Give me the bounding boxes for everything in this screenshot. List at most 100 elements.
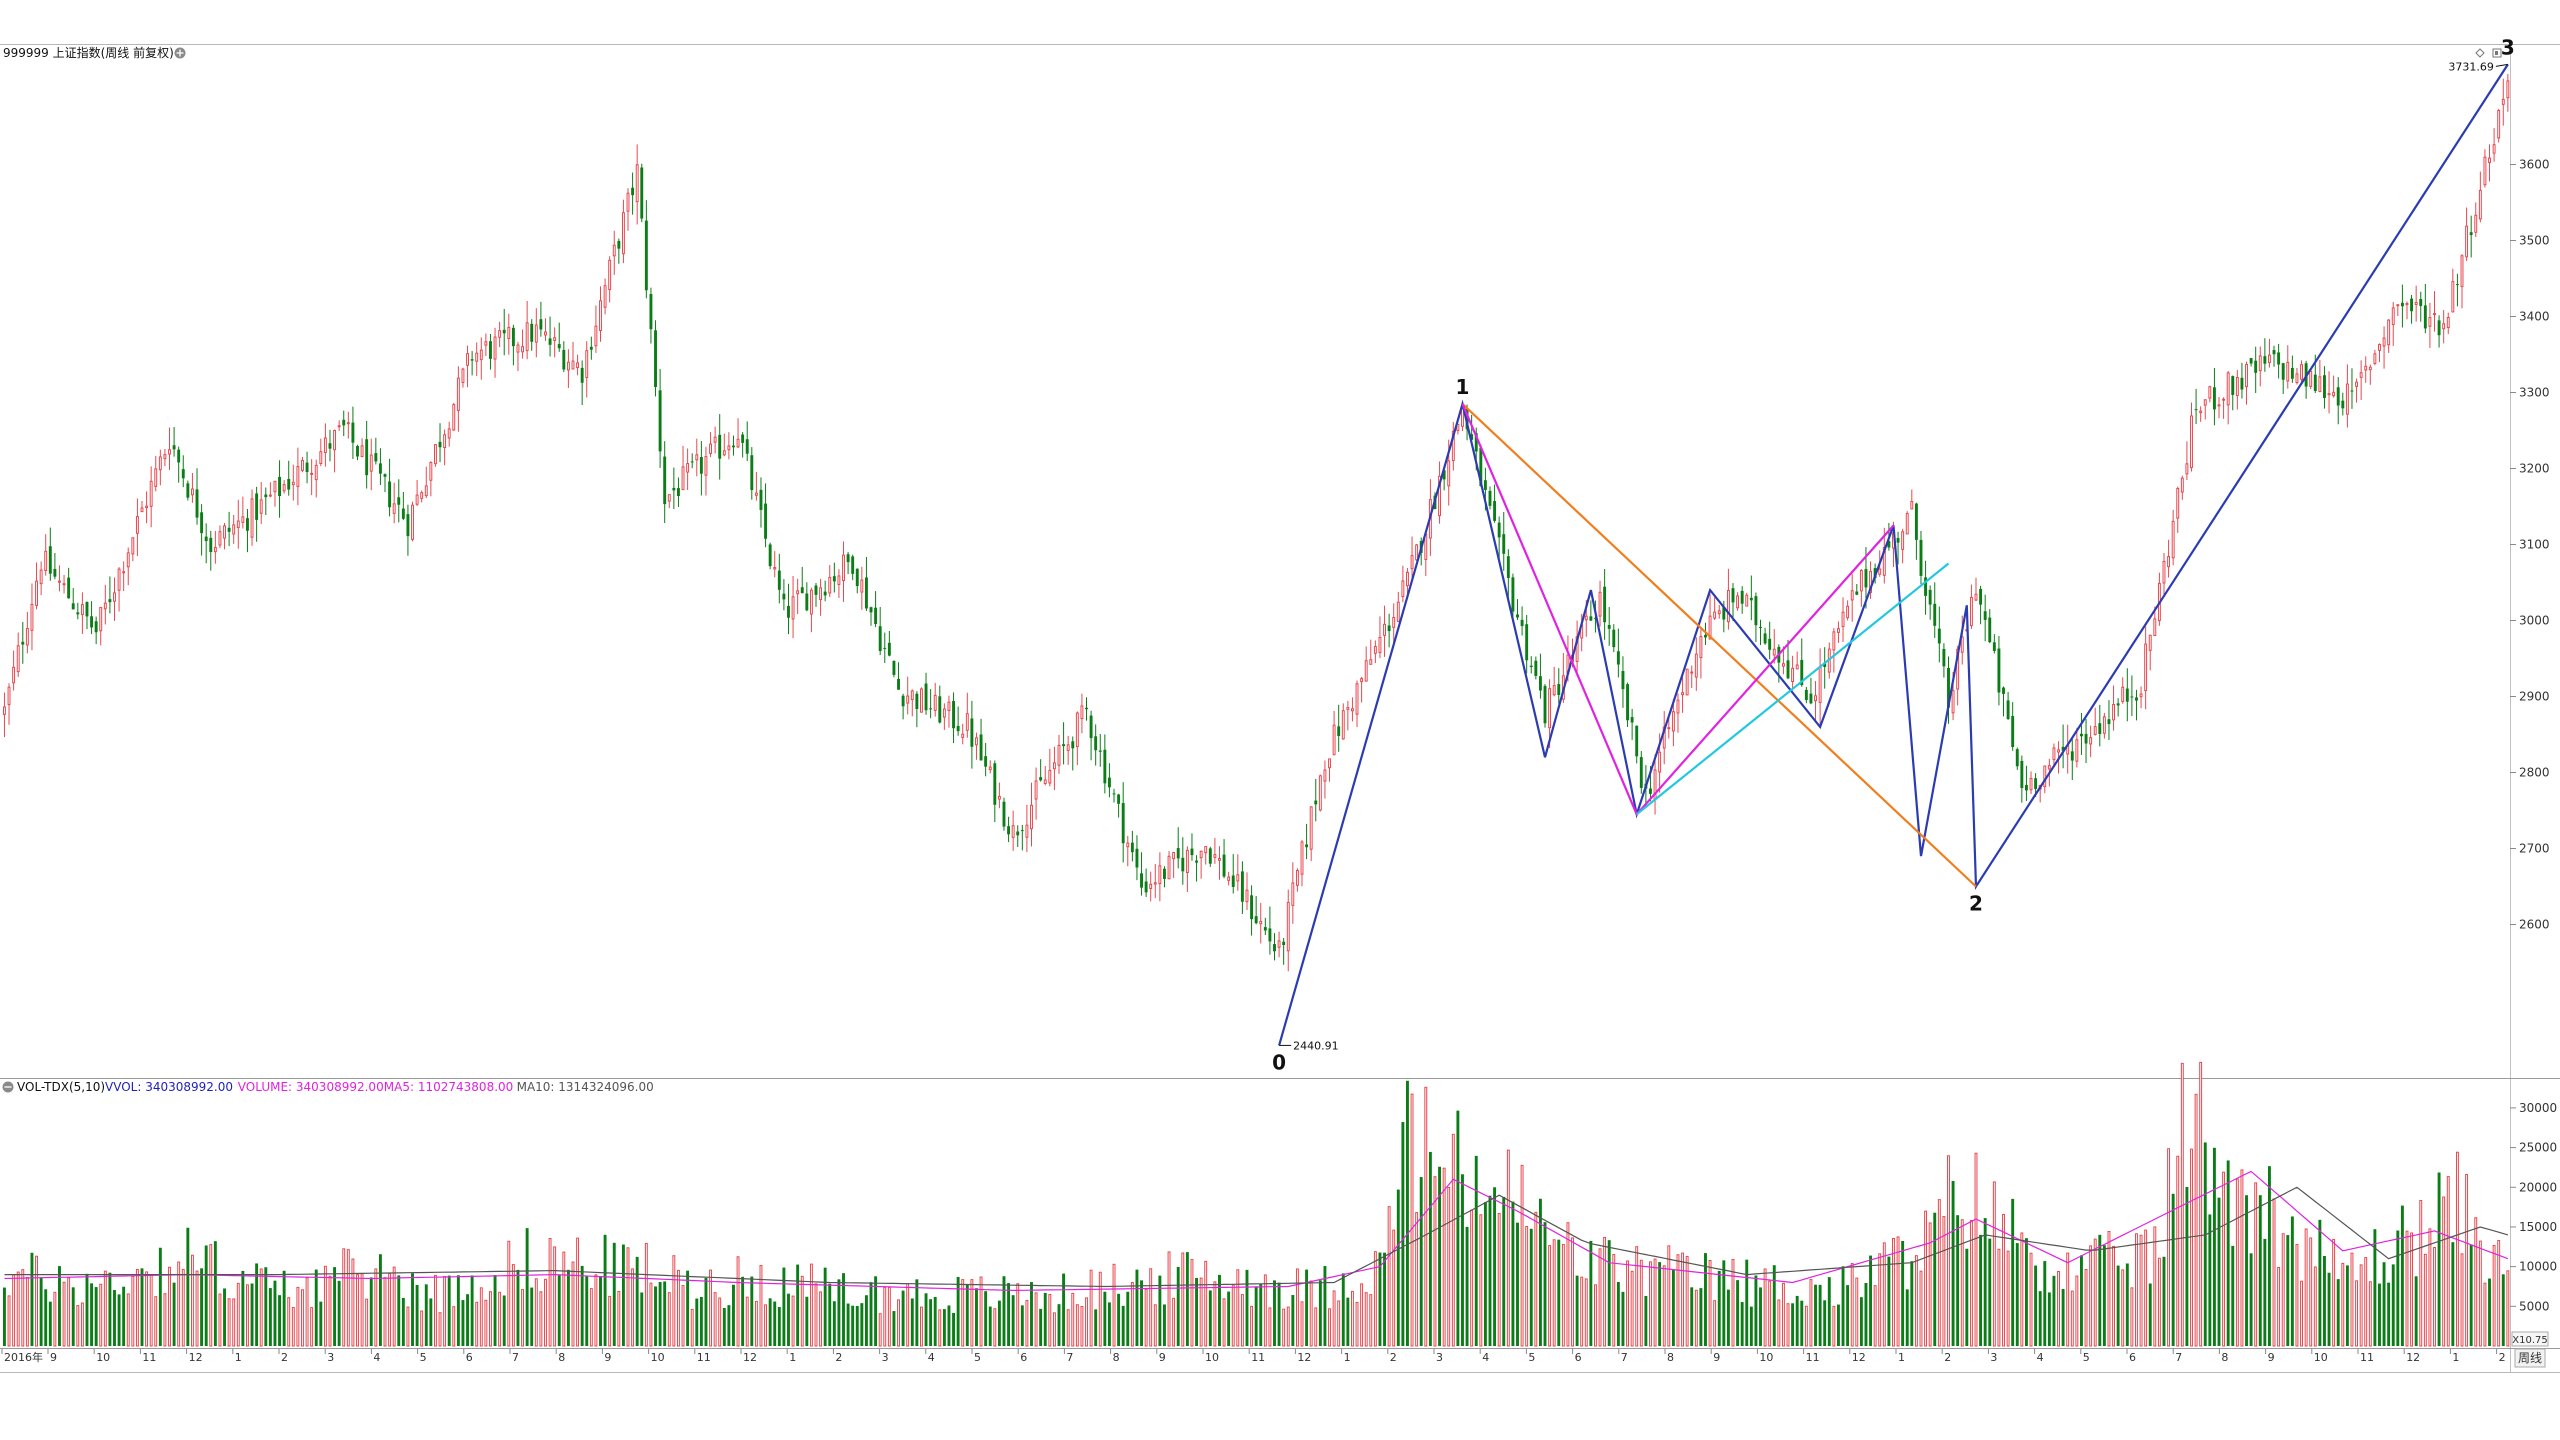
volume-bar <box>333 1267 337 1346</box>
candle <box>626 188 630 231</box>
volume-bar <box>1025 1299 1029 1347</box>
candle <box>1075 711 1079 766</box>
candle <box>209 530 213 571</box>
volume-bar <box>1772 1265 1776 1346</box>
top-right-icons[interactable] <box>2475 48 2502 58</box>
candle <box>1337 704 1341 752</box>
wave-label-3: 3 <box>2501 35 2515 59</box>
volume-bar <box>2121 1269 2125 1347</box>
candle <box>2451 268 2455 313</box>
candle <box>1204 846 1208 865</box>
candle <box>498 321 502 348</box>
volume-bar <box>411 1273 414 1346</box>
volume-bar <box>378 1254 382 1346</box>
candle <box>80 592 84 634</box>
candle <box>2355 378 2359 403</box>
period-button[interactable]: 周线 <box>2514 1348 2546 1368</box>
candle <box>521 329 525 359</box>
candle <box>1699 628 1703 679</box>
volume-bar <box>828 1283 832 1346</box>
volume-bar <box>511 1264 515 1347</box>
volume-bar <box>1153 1304 1157 1347</box>
candle <box>787 583 790 635</box>
volume-bar <box>1474 1155 1478 1346</box>
indicator-settings-icon[interactable] <box>2 1081 14 1093</box>
candle <box>94 616 98 645</box>
volume-bar <box>2075 1275 2079 1347</box>
candle <box>1901 528 1905 564</box>
volume-bar <box>654 1286 657 1346</box>
candle <box>1557 668 1561 704</box>
volume-bar <box>204 1245 208 1346</box>
volume-bar <box>1804 1305 1808 1347</box>
volume-bar <box>722 1307 726 1346</box>
candle <box>1502 511 1506 571</box>
candle <box>1704 622 1707 645</box>
candle <box>576 354 580 376</box>
volume-bar <box>791 1295 795 1347</box>
candle <box>722 433 726 457</box>
volume-bar <box>1066 1309 1070 1347</box>
candle <box>1671 699 1675 747</box>
candle <box>970 700 974 769</box>
candle <box>1158 852 1162 902</box>
candle <box>644 200 648 299</box>
candle <box>2135 689 2138 721</box>
diamond-icon[interactable] <box>2475 48 2485 58</box>
volume-bar <box>1442 1167 1446 1347</box>
volume-bar <box>562 1251 566 1347</box>
candle <box>2015 747 2019 770</box>
volume-bar <box>1062 1273 1066 1346</box>
volume-bar <box>12 1274 16 1347</box>
candle <box>1529 656 1533 674</box>
candle <box>2428 302 2432 348</box>
candle <box>2277 344 2281 379</box>
candle <box>704 446 708 496</box>
candle <box>1369 639 1373 665</box>
volume-bar <box>1227 1291 1231 1346</box>
x-tick-label: 5 <box>2083 1351 2090 1364</box>
title-settings-icon[interactable] <box>174 47 186 59</box>
candle <box>103 584 107 625</box>
volume-bar <box>296 1286 300 1347</box>
candle <box>539 301 543 337</box>
panel-toggle-icon[interactable] <box>2492 48 2502 58</box>
volume-bar <box>1662 1265 1666 1347</box>
candle <box>2387 319 2391 353</box>
volume-bar <box>1048 1293 1052 1347</box>
candle <box>750 447 754 500</box>
candle <box>456 366 460 432</box>
candle <box>942 703 946 730</box>
volume-bar <box>7 1295 11 1347</box>
volume-bar <box>1694 1289 1698 1347</box>
candle <box>2414 285 2418 322</box>
candle <box>516 341 520 371</box>
x-tick-label: 5 <box>420 1351 427 1364</box>
candle <box>360 438 364 458</box>
volume-bar <box>268 1288 272 1346</box>
volume-bar <box>255 1263 259 1346</box>
candle <box>149 466 153 528</box>
candle <box>493 327 497 378</box>
candle <box>12 650 16 691</box>
volume-bar <box>1538 1198 1542 1346</box>
zoom-button[interactable]: X10.75 <box>2511 1331 2549 1347</box>
candle <box>956 706 960 736</box>
candle <box>383 473 387 493</box>
volume-bar <box>1433 1176 1437 1347</box>
ma5-line <box>4 1170 2509 1292</box>
volume-bar <box>342 1248 346 1347</box>
candle <box>1231 854 1235 894</box>
volume-bar <box>1461 1174 1464 1346</box>
volume-bar <box>1869 1255 1872 1346</box>
volume-bar <box>2336 1279 2340 1346</box>
candle <box>929 689 933 719</box>
volume-bar <box>2167 1148 2171 1347</box>
candle <box>608 256 612 303</box>
x-tick-label: 2 <box>1390 1351 1397 1364</box>
candle <box>1401 565 1405 603</box>
candle <box>658 369 662 468</box>
x-tick-label: 6 <box>2129 1351 2136 1364</box>
candle <box>924 672 928 715</box>
candle <box>168 427 171 470</box>
